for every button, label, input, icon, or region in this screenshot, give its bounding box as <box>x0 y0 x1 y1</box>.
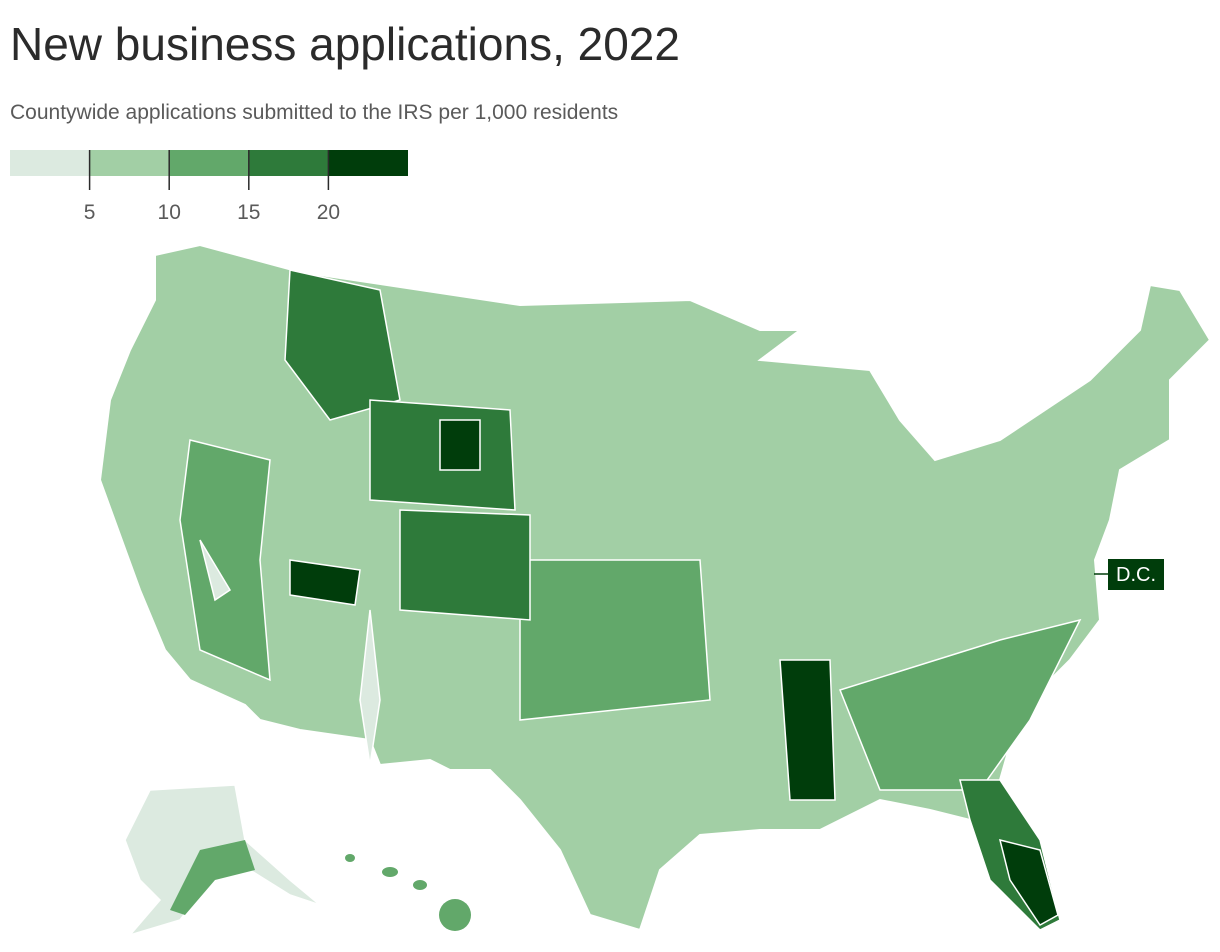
region <box>779 659 836 801</box>
hawaii <box>345 854 471 931</box>
region <box>998 838 1059 926</box>
legend-swatch <box>328 150 408 176</box>
region <box>199 539 232 602</box>
dc-box <box>1108 559 1164 590</box>
chart-subtitle: Countywide applications submitted to the… <box>10 101 618 124</box>
shading <box>179 269 1082 931</box>
island <box>382 867 398 877</box>
dc-annotation: D.C. <box>1094 559 1164 590</box>
region <box>289 559 361 606</box>
legend-tick-label: 10 <box>158 201 181 224</box>
region <box>284 269 401 421</box>
legend-swatch <box>248 150 329 176</box>
legend-swatch <box>89 150 170 176</box>
legend-tick-label: 5 <box>84 201 96 224</box>
island <box>345 854 355 862</box>
legend-tick-label: 15 <box>237 201 260 224</box>
legend-swatch <box>10 150 90 176</box>
region <box>839 618 1082 791</box>
region <box>179 439 271 682</box>
dc-label: D.C. <box>1116 564 1156 586</box>
legend-tick-label: 20 <box>317 201 340 224</box>
island <box>413 880 427 890</box>
region <box>519 559 711 721</box>
legend: 5 10 15 20 <box>10 150 408 224</box>
us-map <box>98 243 1212 937</box>
region <box>359 609 381 766</box>
region <box>399 509 531 621</box>
island <box>439 899 471 931</box>
region <box>439 419 481 471</box>
legend-swatch <box>169 150 249 176</box>
chart-title: New business applications, 2022 <box>10 18 680 70</box>
alaska-south <box>170 840 255 915</box>
